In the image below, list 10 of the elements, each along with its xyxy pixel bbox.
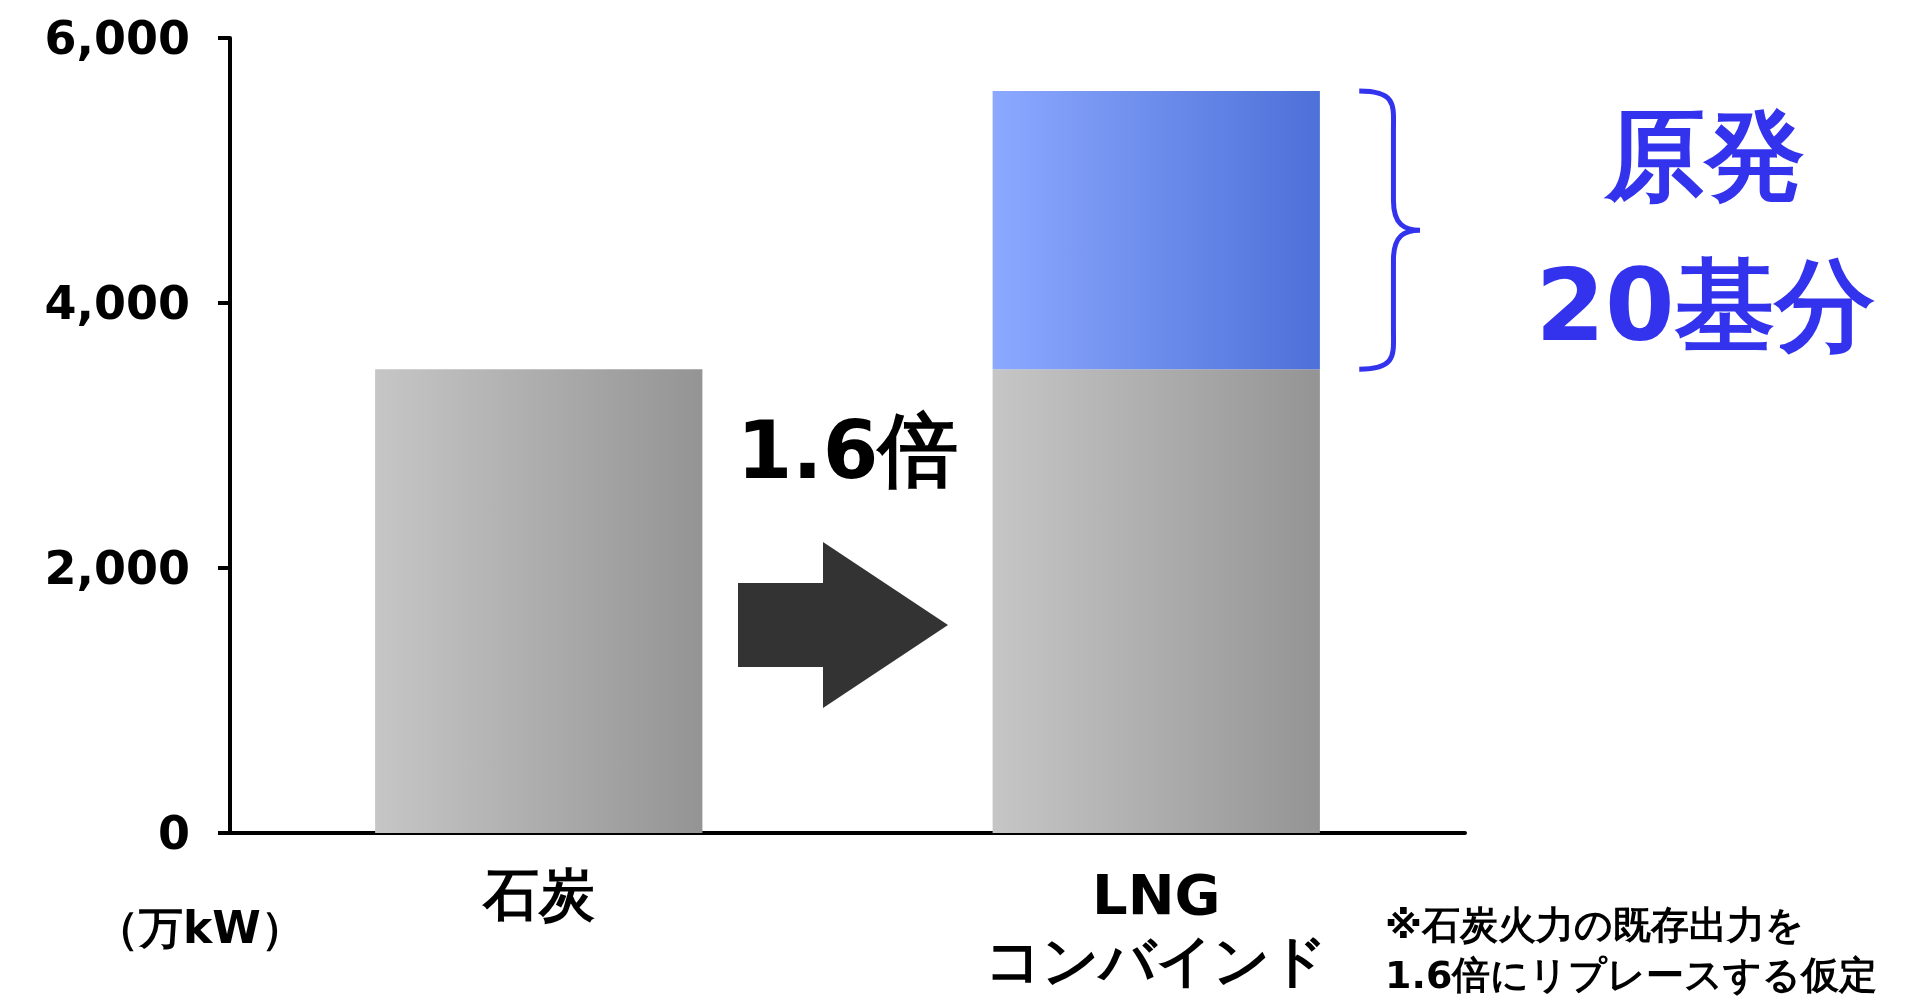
y-tick-label: 4,000 [44,276,190,330]
y-axis-title: （万kW） [95,901,305,953]
y-tick-label: 0 [157,806,190,860]
x-tick-label: 石炭 [480,861,595,927]
text: 原発 20基分 [1535,96,1875,364]
x-tick-label: LNG コンバインド [985,861,1328,993]
y-tick-label: 2,000 [44,541,190,595]
text: ※石炭火力の既存出力を 1.6倍にリプレースする仮定 [1385,903,1878,997]
annotation: 1.6倍 [736,403,959,497]
y-tick-label: 6,000 [44,11,190,65]
